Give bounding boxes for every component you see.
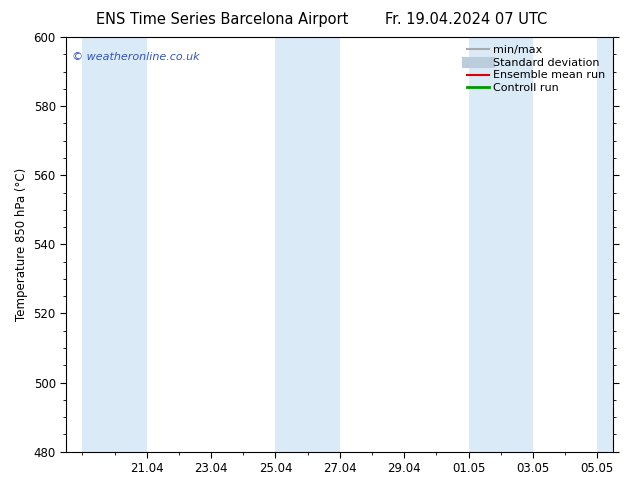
Bar (597, 37, 614, 452)
Text: © weatheronline.co.uk: © weatheronline.co.uk (72, 51, 199, 62)
Bar (275, 37, 340, 452)
Text: Fr. 19.04.2024 07 UTC: Fr. 19.04.2024 07 UTC (385, 12, 547, 27)
Legend: min/max, Standard deviation, Ensemble mean run, Controll run: min/max, Standard deviation, Ensemble me… (465, 43, 608, 96)
Bar (469, 37, 533, 452)
Y-axis label: Temperature 850 hPa (°C): Temperature 850 hPa (°C) (15, 168, 28, 321)
Bar (82, 37, 146, 452)
Text: ENS Time Series Barcelona Airport: ENS Time Series Barcelona Airport (96, 12, 348, 27)
